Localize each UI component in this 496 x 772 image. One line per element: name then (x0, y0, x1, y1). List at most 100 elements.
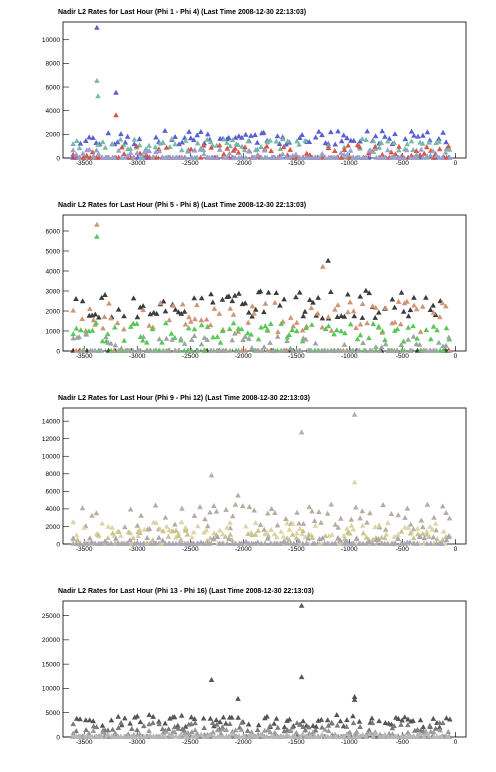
data-point (127, 537, 133, 543)
data-point (325, 257, 331, 263)
data-point (392, 131, 398, 137)
data-point (232, 330, 238, 336)
data-point (172, 334, 178, 340)
data-point (410, 323, 416, 329)
data-point (439, 300, 446, 306)
y-tick-label: 12000 (42, 436, 60, 443)
data-point (340, 132, 347, 138)
data-point (407, 530, 414, 536)
data-point (366, 727, 372, 733)
data-point (217, 719, 223, 725)
data-point (235, 347, 242, 353)
data-point (111, 154, 118, 160)
data-point (115, 147, 122, 153)
data-point (433, 140, 439, 145)
data-point (382, 337, 388, 343)
data-point (357, 293, 363, 299)
data-point (223, 506, 229, 512)
data-point (359, 732, 366, 738)
data-point (322, 533, 329, 539)
data-point (252, 519, 259, 525)
data-point (93, 320, 99, 326)
data-point (385, 347, 391, 353)
data-point (300, 718, 306, 724)
data-point (294, 138, 300, 144)
data-point (197, 504, 203, 510)
data-point (108, 315, 114, 321)
data-point (136, 136, 143, 142)
data-point (287, 146, 293, 152)
y-tick-label: 2000 (46, 524, 61, 531)
data-point (293, 729, 300, 735)
data-point (245, 330, 251, 336)
data-point (386, 730, 392, 736)
data-point (119, 144, 125, 150)
data-point (446, 334, 452, 340)
data-point (226, 535, 232, 541)
data-point (147, 732, 153, 738)
data-point (94, 233, 100, 239)
data-point (312, 727, 319, 733)
data-point (134, 713, 141, 719)
data-point (337, 347, 344, 353)
data-point (178, 519, 185, 525)
data-point (405, 729, 411, 735)
data-point (99, 733, 105, 739)
data-point (379, 151, 386, 157)
data-point (200, 540, 207, 546)
data-point (341, 313, 348, 319)
data-point (141, 526, 148, 532)
data-point (240, 503, 246, 509)
data-point (424, 540, 430, 546)
data-point (254, 727, 261, 732)
data-point (191, 716, 198, 722)
data-point (73, 296, 79, 301)
data-point (302, 534, 309, 540)
data-point (264, 139, 271, 145)
data-point (76, 145, 83, 151)
data-point (436, 339, 442, 345)
chart-title: Nadir L2 Rates for Last Hour (Phi 1 - Ph… (58, 9, 307, 16)
data-point (100, 139, 106, 145)
data-point (376, 522, 382, 528)
data-point (273, 290, 280, 295)
data-point (369, 720, 376, 726)
data-point (411, 294, 417, 300)
data-point (242, 144, 248, 150)
data-point (121, 313, 127, 319)
data-point (130, 295, 137, 301)
data-point (356, 154, 362, 160)
data-point (125, 733, 131, 739)
data-point (421, 535, 428, 541)
data-point (87, 535, 93, 541)
data-point (350, 347, 356, 353)
data-point (106, 300, 112, 306)
data-point (175, 533, 182, 538)
data-point (408, 347, 414, 353)
data-point (210, 535, 217, 541)
data-point (341, 341, 348, 347)
data-point (248, 729, 255, 735)
data-point (146, 322, 152, 328)
data-point (167, 144, 173, 149)
data-point (300, 540, 306, 546)
data-point (232, 145, 238, 151)
data-point (262, 300, 269, 306)
data-point (353, 325, 359, 330)
data-point (356, 143, 363, 149)
data-point (404, 141, 411, 147)
data-point (258, 144, 264, 149)
data-point (191, 137, 197, 143)
x-tick-label: -2500 (182, 739, 199, 746)
data-point (74, 537, 81, 542)
data-point (118, 719, 124, 725)
data-point (76, 154, 82, 160)
data-point (430, 715, 437, 721)
data-point (118, 733, 124, 739)
data-point (77, 540, 83, 546)
data-point (195, 347, 201, 353)
data-point (78, 327, 84, 333)
x-tick-label: -500 (396, 160, 409, 167)
data-point (446, 515, 453, 521)
data-point (226, 150, 233, 156)
